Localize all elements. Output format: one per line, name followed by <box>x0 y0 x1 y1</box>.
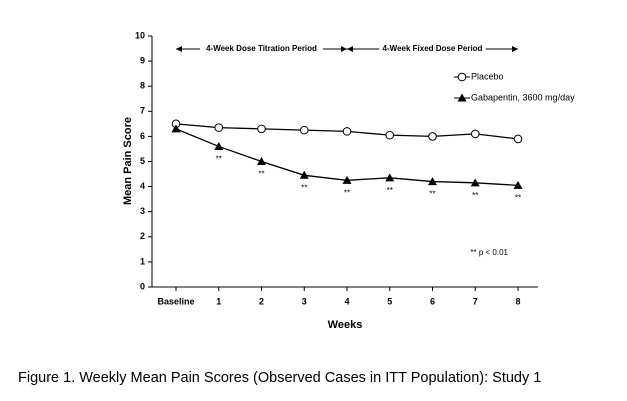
point <box>214 141 224 150</box>
arrow-head <box>341 46 347 52</box>
point <box>470 178 480 187</box>
point <box>214 123 224 132</box>
point-annotation: ** <box>301 183 307 192</box>
period-label: 4-Week Dose Titration Period <box>206 44 317 53</box>
y-tick-label: 2 <box>140 231 145 241</box>
y-tick-label: 8 <box>140 81 145 91</box>
point <box>342 127 352 136</box>
point <box>385 173 395 182</box>
legend-label: Placebo <box>471 71 504 81</box>
x-tick-label: 8 <box>515 296 520 306</box>
point <box>257 124 266 134</box>
legend-label: Gabapentin, 3600 mg/day <box>471 92 575 102</box>
x-axis-label: Weeks <box>328 319 363 331</box>
y-tick-label: 0 <box>140 281 145 291</box>
x-tick-label: 1 <box>216 296 221 306</box>
x-tick-label: 3 <box>302 296 307 306</box>
point <box>299 170 309 179</box>
point <box>171 124 181 133</box>
point <box>513 134 523 144</box>
x-tick-label: 4 <box>344 296 349 306</box>
y-tick-label: 6 <box>140 131 145 141</box>
period-label: 4-Week Fixed Dose Period <box>383 44 483 53</box>
point <box>385 130 395 140</box>
y-tick-label: 4 <box>140 181 145 191</box>
point <box>457 93 467 102</box>
point <box>513 180 523 189</box>
point <box>342 175 352 184</box>
x-tick-label: 5 <box>387 296 392 306</box>
y-tick-label: 7 <box>140 106 145 116</box>
point-annotation: ** <box>216 155 222 164</box>
arrow-head <box>512 46 518 52</box>
x-tick-label: 2 <box>259 296 264 306</box>
point <box>299 125 309 135</box>
point <box>470 129 480 139</box>
y-axis-label: Mean Pain Score <box>122 117 134 205</box>
point-annotation: ** <box>429 190 435 199</box>
y-tick-label: 3 <box>140 206 145 216</box>
point <box>257 157 266 165</box>
annotation: ** p < 0.01 <box>470 248 508 257</box>
point-annotation: ** <box>387 186 393 195</box>
point-annotation: ** <box>515 193 521 202</box>
y-tick-label: 1 <box>140 256 145 266</box>
point <box>428 177 437 186</box>
x-tick-label: Baseline <box>157 296 194 306</box>
y-tick-label: 5 <box>140 156 145 166</box>
point-annotation: ** <box>472 191 478 200</box>
x-tick-label: 6 <box>430 296 435 306</box>
point-annotation: ** <box>344 188 350 197</box>
arrow-head <box>176 46 182 52</box>
arrow-head <box>347 46 353 52</box>
x-tick-label: 7 <box>473 296 478 306</box>
caption: Figure 1. Weekly Mean Pain Scores (Obser… <box>18 370 541 386</box>
y-tick-label: 10 <box>135 30 145 40</box>
y-tick-label: 9 <box>140 55 145 65</box>
point <box>428 132 437 141</box>
point-annotation: ** <box>258 170 264 179</box>
point <box>457 72 467 82</box>
